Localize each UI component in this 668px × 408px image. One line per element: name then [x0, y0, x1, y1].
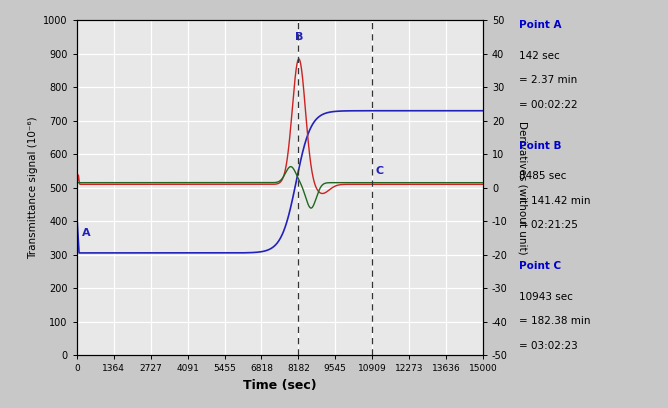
Text: B: B [295, 33, 303, 42]
Text: C: C [375, 166, 383, 175]
Text: 10943 sec: 10943 sec [518, 292, 572, 302]
Y-axis label: Transmittance signal (10⁻⁶): Transmittance signal (10⁻⁶) [28, 116, 37, 259]
Text: Point C: Point C [518, 261, 561, 271]
Y-axis label: Derivatives (without unit): Derivatives (without unit) [517, 121, 527, 255]
Text: = 141.42 min: = 141.42 min [518, 196, 590, 206]
Text: Point A: Point A [518, 20, 561, 31]
Text: = 02:21:25: = 02:21:25 [518, 220, 578, 231]
Text: = 182.38 min: = 182.38 min [518, 316, 590, 326]
Text: 8485 sec: 8485 sec [518, 171, 566, 182]
Text: Point B: Point B [518, 141, 561, 151]
Text: = 03:02:23: = 03:02:23 [518, 341, 577, 351]
Text: = 00:02:22: = 00:02:22 [518, 100, 577, 110]
X-axis label: Time (sec): Time (sec) [243, 379, 317, 392]
Text: 142 sec: 142 sec [518, 51, 559, 61]
Text: A: A [82, 228, 91, 238]
Text: = 2.37 min: = 2.37 min [518, 75, 577, 86]
